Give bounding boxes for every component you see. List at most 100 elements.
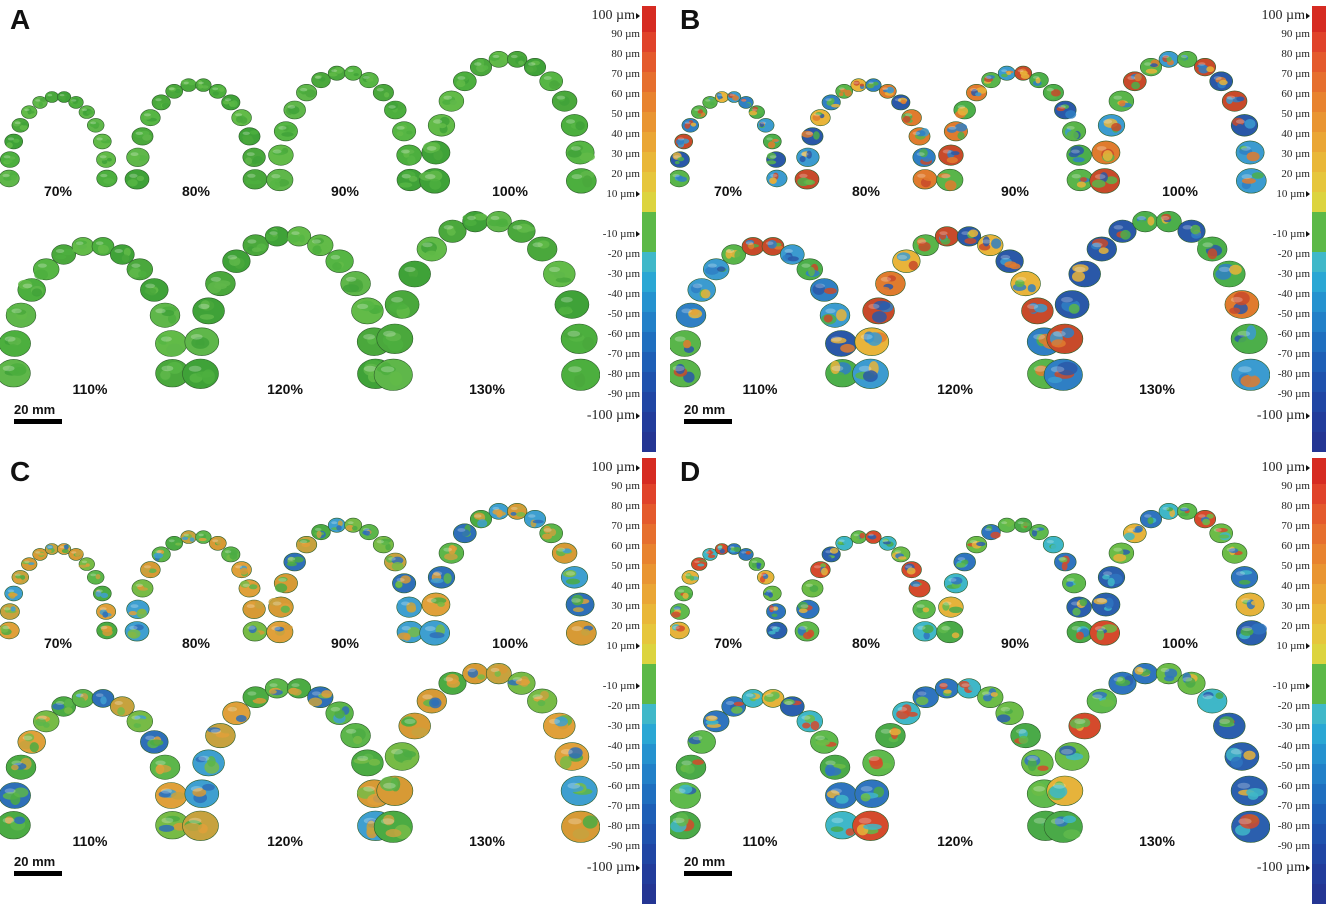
threshold-marker-icon <box>1306 191 1310 198</box>
color-scale-segment <box>642 524 656 544</box>
tooth <box>675 754 707 780</box>
tooth <box>1054 552 1077 572</box>
tooth <box>0 811 31 840</box>
tooth <box>340 271 371 297</box>
tooth <box>273 121 298 142</box>
tooth <box>205 723 236 749</box>
tooth <box>938 144 964 166</box>
color-scale-segment <box>642 544 656 564</box>
tooth <box>149 754 181 780</box>
tooth <box>1062 573 1087 594</box>
tooth <box>221 94 241 111</box>
tooth <box>850 78 867 92</box>
scale-percent-label: 80% <box>181 635 211 651</box>
color-scale-label: -20 µm <box>1277 700 1310 712</box>
tooth <box>810 730 839 754</box>
dental-arch <box>852 226 1064 389</box>
scale-percent-label: 90% <box>330 183 360 199</box>
tooth <box>912 599 936 619</box>
threshold-marker-icon <box>636 12 640 19</box>
tooth <box>4 133 23 150</box>
dental-arch <box>794 78 938 190</box>
tooth <box>416 236 447 262</box>
color-scale-label: 10 µm <box>606 640 640 652</box>
tooth <box>209 536 227 551</box>
tooth <box>488 50 509 68</box>
color-scale-label: 40 µm <box>1281 580 1310 592</box>
scale-percent-label: 130% <box>1139 833 1175 849</box>
color-scale-label: -60 µm <box>1277 780 1310 792</box>
color-scale-label: 100 µm <box>1262 8 1310 24</box>
tooth <box>981 72 1001 89</box>
dental-arch <box>266 517 424 644</box>
tooth <box>372 83 394 102</box>
tooth <box>825 782 858 809</box>
scale-percent-label: 70% <box>43 183 73 199</box>
color-scale-label: 80 µm <box>1281 500 1310 512</box>
tooth <box>462 663 489 685</box>
tooth <box>1097 566 1126 589</box>
tooth <box>1235 620 1267 646</box>
tooth <box>865 530 882 544</box>
tooth <box>862 749 895 777</box>
tooth <box>485 663 512 685</box>
color-scale-label: 20 µm <box>1281 168 1310 180</box>
tooth <box>543 712 576 740</box>
tooth <box>57 543 72 555</box>
color-scale-segment <box>1312 52 1326 72</box>
tooth <box>452 71 477 92</box>
tooth <box>438 671 467 695</box>
tooth <box>192 749 225 777</box>
color-scale-segment <box>1312 564 1326 584</box>
color-scale-label: -70 µm <box>607 348 640 360</box>
color-scale-segment <box>1312 784 1326 804</box>
dental-arch <box>0 543 118 640</box>
color-scale-label: -50 µm <box>1277 760 1310 772</box>
tooth <box>670 621 690 640</box>
scale-percent-label: 130% <box>469 381 505 397</box>
tooth <box>702 96 718 109</box>
color-scale-segment <box>642 804 656 824</box>
tooth <box>110 244 135 265</box>
scale-percent-label: 110% <box>742 381 778 397</box>
tooth <box>891 546 911 563</box>
color-scale-label: 10 µm <box>606 188 640 200</box>
tooth <box>307 234 334 256</box>
color-scale-segment <box>642 564 656 584</box>
tooth <box>1177 671 1206 695</box>
tooth <box>438 90 465 112</box>
tooth <box>1197 688 1228 714</box>
color-scale-label: -50 µm <box>607 308 640 320</box>
tooth <box>766 169 788 188</box>
tooth <box>554 742 590 771</box>
color-scale-label: 20 µm <box>1281 620 1310 632</box>
tooth <box>539 71 564 92</box>
tooth <box>165 536 183 551</box>
threshold-marker-icon <box>1306 12 1310 19</box>
color-scale-segment <box>642 92 656 112</box>
tooth <box>727 91 742 103</box>
tooth <box>997 65 1016 81</box>
tooth <box>1097 114 1126 137</box>
color-scale-label: 30 µm <box>611 600 640 612</box>
color-scale-segment <box>1312 824 1326 844</box>
tooth <box>554 290 590 319</box>
tooth <box>0 782 31 809</box>
dental-arch <box>182 226 394 389</box>
tooth <box>675 302 707 328</box>
tooth <box>763 133 782 150</box>
tooth <box>670 330 701 357</box>
tooth <box>756 118 775 133</box>
tooth <box>32 96 48 109</box>
tooth <box>110 696 135 717</box>
tooth <box>721 244 747 265</box>
color-scale-label: 90 µm <box>611 480 640 492</box>
tooth <box>1230 114 1259 137</box>
tooth <box>1235 592 1265 617</box>
color-scale-segment <box>1312 884 1326 904</box>
tooth <box>670 782 701 809</box>
tooth <box>1014 517 1033 533</box>
threshold-marker-icon <box>636 864 640 871</box>
color-scale-label: 90 µm <box>1281 480 1310 492</box>
tooth <box>551 90 578 112</box>
